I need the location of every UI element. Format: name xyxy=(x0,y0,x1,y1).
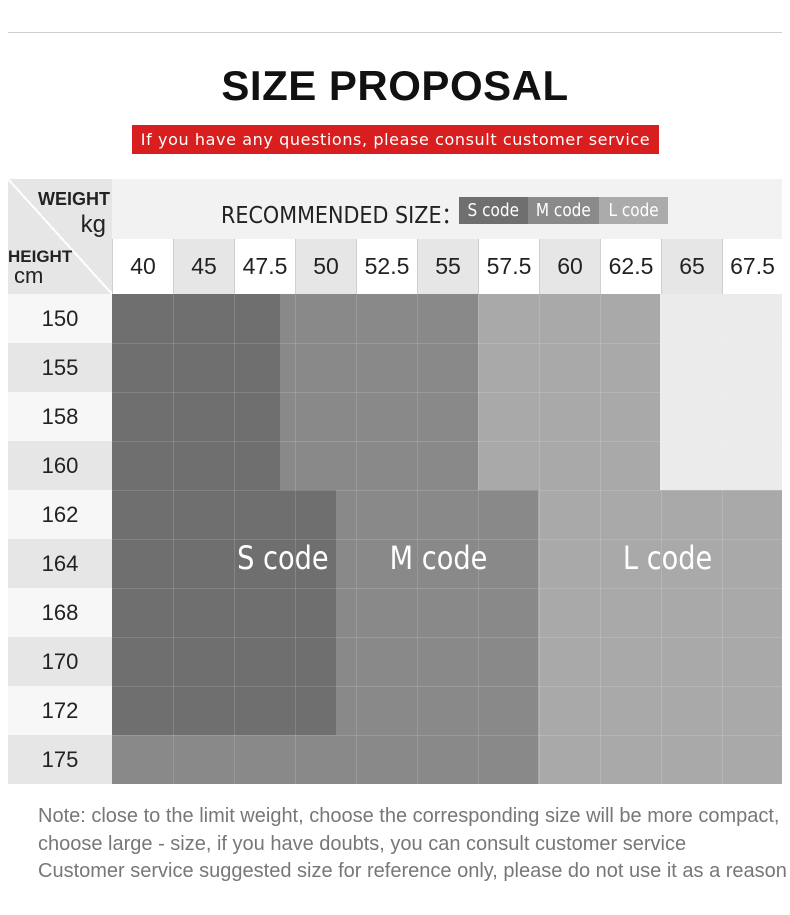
m-zone-bottom xyxy=(112,735,538,784)
zone-label-m-code: M code xyxy=(389,539,487,577)
note-line-1: Note: close to the limit weight, choose … xyxy=(38,805,780,827)
s-zone-main xyxy=(112,490,336,735)
grid-line xyxy=(356,294,357,784)
grid-line xyxy=(661,294,662,784)
grid-line xyxy=(722,294,723,784)
grid-line xyxy=(539,294,540,784)
height-unit: cm xyxy=(14,263,44,288)
weight-header-cell: 60 xyxy=(539,239,600,294)
weight-header-cell: 65 xyxy=(661,239,722,294)
top-divider xyxy=(8,32,782,33)
grid-line xyxy=(112,392,782,393)
grid-line xyxy=(600,294,601,784)
height-row-label: 168 xyxy=(8,588,112,637)
l-zone-main xyxy=(538,490,782,735)
height-row-label: 160 xyxy=(8,441,112,490)
grid-line xyxy=(112,735,782,736)
height-row-label: 155 xyxy=(8,343,112,392)
grid-line xyxy=(112,441,782,442)
height-row-label: 158 xyxy=(8,392,112,441)
legend-s-code: S code xyxy=(459,197,528,224)
grid-line xyxy=(295,294,296,784)
size-chart: WEIGHT kg HEIGHT cm RECOMMENDED SIZE： S … xyxy=(8,179,782,784)
weight-unit: kg xyxy=(80,211,106,238)
l-zone-top xyxy=(478,294,660,490)
grid-line xyxy=(234,294,235,784)
weight-header-cell: 62.5 xyxy=(600,239,661,294)
grid-line xyxy=(112,539,782,540)
recommended-size-bar: RECOMMENDED SIZE： S code M code L code xyxy=(112,179,782,239)
grid-line xyxy=(112,686,782,687)
height-row-label: 164 xyxy=(8,539,112,588)
legend-l-code: L code xyxy=(599,197,668,224)
weight-header-cell: 52.5 xyxy=(356,239,417,294)
note-line-3: Customer service suggested size for refe… xyxy=(38,860,787,882)
weight-header-cell: 45 xyxy=(173,239,234,294)
weight-header-cell: 47.5 xyxy=(234,239,295,294)
zone-label-s-code: S code xyxy=(237,539,329,577)
weight-header-cell: 57.5 xyxy=(478,239,539,294)
grid-line xyxy=(173,294,174,784)
weight-label: WEIGHT xyxy=(38,189,110,209)
s-zone-top xyxy=(112,294,280,490)
grid-line xyxy=(417,294,418,784)
weight-header-cell: 50 xyxy=(295,239,356,294)
height-row-label: 162 xyxy=(8,490,112,539)
height-row-label: 170 xyxy=(8,637,112,686)
height-row-label: 150 xyxy=(8,294,112,343)
legend-m-code: M code xyxy=(528,197,599,224)
weight-header-cell: 55 xyxy=(417,239,478,294)
m-zone-main xyxy=(336,490,538,735)
grid-line xyxy=(112,588,782,589)
page-title: SIZE PROPOSAL xyxy=(221,62,569,109)
height-label: HEIGHT xyxy=(8,247,73,266)
m-zone-top xyxy=(280,294,506,490)
grid-line xyxy=(112,490,782,491)
height-row-label: 175 xyxy=(8,735,112,784)
grid-line xyxy=(112,343,782,344)
weight-header-cell: 40 xyxy=(112,239,173,294)
corner-header: WEIGHT kg HEIGHT cm xyxy=(8,179,112,294)
empty-zone-top xyxy=(660,294,782,490)
l-zone-bottom xyxy=(538,735,782,784)
note-line-2: choose large - size, if you have doubts,… xyxy=(38,833,687,855)
subtitle-banner: If you have any questions, please consul… xyxy=(132,125,659,154)
recommended-size-label: RECOMMENDED SIZE： xyxy=(221,203,463,229)
zone-label-l-code: L code xyxy=(623,539,713,577)
grid-line xyxy=(112,637,782,638)
weight-header-cell: 67.5 xyxy=(722,239,782,294)
height-row-label: 172 xyxy=(8,686,112,735)
grid-line xyxy=(478,294,479,784)
